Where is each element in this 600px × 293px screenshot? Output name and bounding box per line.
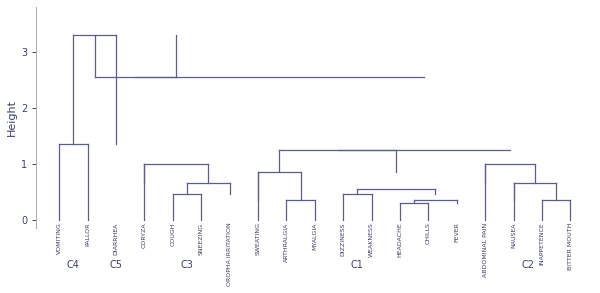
Text: ABDOMINAL PAIN: ABDOMINAL PAIN <box>482 222 488 277</box>
Text: NAUSEA: NAUSEA <box>511 222 516 248</box>
Text: CORYZA: CORYZA <box>142 222 147 248</box>
Text: CHILLS: CHILLS <box>426 222 431 244</box>
Text: HEADACHE: HEADACHE <box>397 222 403 257</box>
Text: VOMITING: VOMITING <box>56 222 62 254</box>
Text: FEVER: FEVER <box>454 222 459 242</box>
Text: MYALGIA: MYALGIA <box>312 222 317 250</box>
Text: OROPHA IRRITATION: OROPHA IRRITATION <box>227 222 232 286</box>
Text: C1: C1 <box>351 260 364 270</box>
Text: C2: C2 <box>521 260 534 270</box>
Text: C5: C5 <box>109 260 122 270</box>
Y-axis label: Height: Height <box>7 99 17 136</box>
Text: BITTER MOUTH: BITTER MOUTH <box>568 222 573 270</box>
Text: C3: C3 <box>181 260 193 270</box>
Text: DIZZINESS: DIZZINESS <box>341 222 346 256</box>
Text: PALLOR: PALLOR <box>85 222 90 246</box>
Text: ARTHRALGIA: ARTHRALGIA <box>284 222 289 262</box>
Text: C4: C4 <box>67 260 80 270</box>
Text: WEAKNESS: WEAKNESS <box>369 222 374 257</box>
Text: SNEEZING: SNEEZING <box>199 222 203 255</box>
Text: SWEATING: SWEATING <box>256 222 260 255</box>
Text: COUGH: COUGH <box>170 222 175 246</box>
Text: DIARRHEA: DIARRHEA <box>113 222 118 255</box>
Text: INAPPETENCE: INAPPETENCE <box>539 222 544 265</box>
